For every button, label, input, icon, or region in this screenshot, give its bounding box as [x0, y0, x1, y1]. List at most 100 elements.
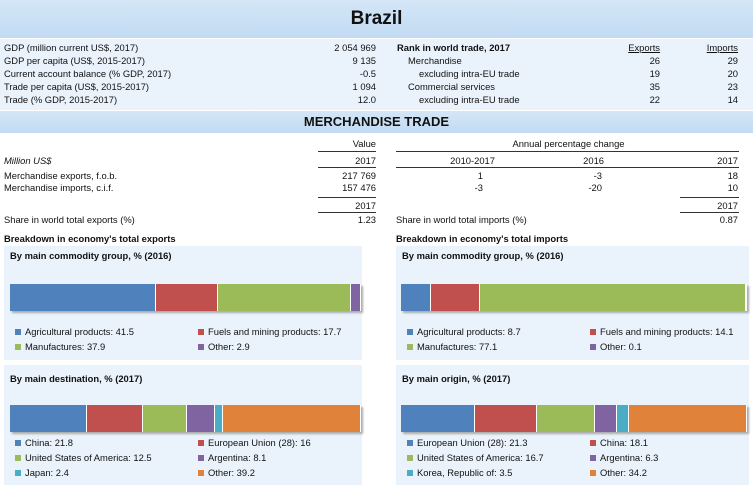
indicator-label: GDP (million current US$, 2017) — [4, 42, 139, 53]
legend-swatch — [407, 469, 413, 476]
legend-label: Other: 39.2 — [208, 467, 255, 478]
year-header: 2017 — [355, 200, 376, 211]
merch-row-label: Merchandise exports, f.o.b. — [4, 170, 118, 181]
imports-breakdown-heading: Breakdown in economy's total imports — [396, 233, 569, 244]
legend-swatch — [407, 439, 413, 446]
indicator-value: 12.0 — [357, 94, 376, 105]
legend-item: Manufactures: 37.9 — [15, 341, 105, 352]
legend-swatch — [590, 328, 596, 335]
value-header: Value — [352, 138, 376, 149]
merch-change: 10 — [727, 182, 738, 193]
legend-swatch — [407, 454, 413, 461]
divider — [318, 212, 376, 213]
merch-change: 1 — [477, 170, 483, 181]
legend-label: China: 21.8 — [25, 437, 73, 448]
legend-item: Argentina: 8.1 — [198, 452, 266, 463]
bar-segment — [10, 284, 156, 311]
summary-background — [0, 39, 753, 110]
legend-swatch — [198, 439, 204, 446]
legend-label: Agricultural products: 8.7 — [417, 326, 521, 337]
rank-imports: 14 — [727, 94, 738, 105]
share-exports-value: 1.23 — [357, 214, 376, 225]
exports-destination-bar — [10, 405, 361, 432]
rank-imports: 23 — [727, 81, 738, 92]
legend-item: Agricultural products: 8.7 — [407, 326, 521, 337]
legend-swatch — [198, 343, 204, 350]
indicator-value: 9 135 — [352, 55, 376, 66]
merch-change: -20 — [588, 182, 602, 193]
legend-swatch — [15, 343, 21, 350]
legend-item: Agricultural products: 41.5 — [15, 326, 134, 337]
unit-label: Million US$ — [4, 155, 52, 166]
bar-segment — [594, 405, 617, 432]
bar-segment — [401, 284, 432, 311]
chart-title: By main destination, % (2017) — [10, 373, 143, 384]
legend-item: China: 21.8 — [15, 437, 73, 448]
legend-item: Fuels and mining products: 14.1 — [590, 326, 733, 337]
divider — [396, 151, 739, 152]
legend-label: Manufactures: 37.9 — [25, 341, 106, 352]
legend-label: European Union (28): 21.3 — [417, 437, 528, 448]
exports-commodity-bar — [10, 284, 361, 311]
legend-label: Argentina: 6.3 — [600, 452, 659, 463]
legend-swatch — [590, 454, 596, 461]
divider — [396, 167, 739, 168]
merch-row-label: Merchandise imports, c.i.f. — [4, 182, 114, 193]
merch-change: -3 — [474, 182, 483, 193]
legend-swatch — [198, 469, 204, 476]
imports-commodity-bar — [401, 284, 747, 311]
rank-exports: 22 — [649, 94, 660, 105]
legend-label: United States of America: 12.5 — [25, 452, 152, 463]
merch-value: 217 769 — [342, 170, 376, 181]
bar-segment — [537, 405, 595, 432]
bar-segment — [628, 405, 747, 432]
bar-segment — [223, 405, 361, 432]
indicator-label: GDP per capita (US$, 2015-2017) — [4, 55, 146, 66]
legend-label: Fuels and mining products: 17.7 — [208, 326, 342, 337]
indicator-label: Trade per capita (US$, 2015-2017) — [4, 81, 150, 92]
legend-swatch — [198, 328, 204, 335]
share-imports-value: 0.87 — [719, 214, 738, 225]
year-header: 2016 — [583, 155, 604, 166]
share-exports-label: Share in world total exports (%) — [4, 214, 135, 225]
divider — [318, 151, 376, 152]
bar-segment — [217, 284, 351, 311]
legend-item: China: 18.1 — [590, 437, 648, 448]
rank-row-label: Merchandise — [408, 55, 462, 66]
legend-item: Other: 0.1 — [590, 341, 642, 352]
bar-segment — [214, 405, 224, 432]
indicator-value: 2 054 969 — [334, 42, 376, 53]
indicator-value: -0.5 — [359, 68, 376, 79]
legend-label: Japan: 2.4 — [25, 467, 69, 478]
legend-label: Other: 0.1 — [600, 341, 642, 352]
legend-item: Fuels and mining products: 17.7 — [198, 326, 341, 337]
legend-label: Other: 2.9 — [208, 341, 250, 352]
merch-change: -3 — [593, 170, 602, 181]
legend-label: Korea, Republic of: 3.5 — [417, 467, 513, 478]
legend-swatch — [590, 439, 596, 446]
bar-segment — [86, 405, 143, 432]
legend-label: Fuels and mining products: 14.1 — [600, 326, 734, 337]
rank-row-label: excluding intra-EU trade — [419, 68, 520, 79]
rank-row-label: excluding intra-EU trade — [419, 94, 520, 105]
divider — [680, 197, 739, 198]
indicator-value: 1 094 — [352, 81, 376, 92]
legend-item: European Union (28): 21.3 — [407, 437, 528, 448]
chart-title: By main commodity group, % (2016) — [402, 250, 564, 261]
page-title: Brazil — [0, 0, 753, 38]
bar-segment — [10, 405, 87, 432]
bar-segment — [401, 405, 475, 432]
legend-swatch — [590, 343, 596, 350]
legend-swatch — [198, 454, 204, 461]
year-header: 2017 — [717, 155, 738, 166]
section-title: MERCHANDISE TRADE — [0, 111, 753, 133]
legend-item: Other: 39.2 — [198, 467, 255, 478]
rank-row-label: Commercial services — [408, 81, 495, 92]
legend-swatch — [407, 328, 413, 335]
divider — [318, 167, 376, 168]
legend-item: Other: 34.2 — [590, 467, 647, 478]
bar-segment — [616, 405, 629, 432]
legend-swatch — [407, 343, 413, 350]
legend-label: Agricultural products: 41.5 — [25, 326, 134, 337]
share-imports-label: Share in world total imports (%) — [396, 214, 527, 225]
